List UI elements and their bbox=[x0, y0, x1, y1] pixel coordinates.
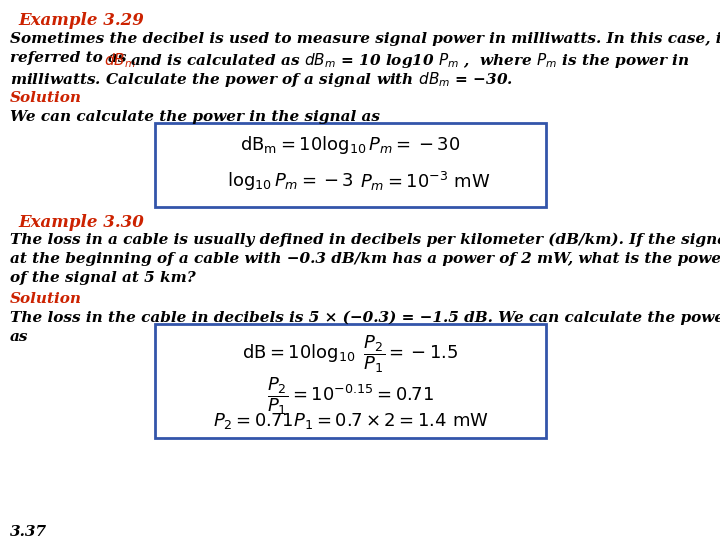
Text: Example 3.29: Example 3.29 bbox=[18, 12, 144, 29]
Text: and is calculated as $dB_m$ = 10 log10 $P_m$ ,  where $P_m$ is the power in: and is calculated as $dB_m$ = 10 log10 $… bbox=[130, 51, 690, 70]
Text: Solution: Solution bbox=[10, 91, 82, 105]
Text: We can calculate the power in the signal as: We can calculate the power in the signal… bbox=[10, 110, 380, 124]
Text: $\log_{10} P_m = -3$: $\log_{10} P_m = -3$ bbox=[227, 170, 354, 192]
Text: $\mathrm{dB} = 10\log_{10}\ \dfrac{P_2}{P_1} = -1.5$: $\mathrm{dB} = 10\log_{10}\ \dfrac{P_2}{… bbox=[242, 333, 459, 375]
FancyBboxPatch shape bbox=[155, 324, 546, 438]
Text: The loss in the cable in decibels is 5 × (−0.3) = −1.5 dB. We can calculate the : The loss in the cable in decibels is 5 ×… bbox=[10, 311, 720, 326]
Text: of the signal at 5 km?: of the signal at 5 km? bbox=[10, 271, 196, 285]
Text: $P_2 = 0.71P_1 = 0.7 \times 2 = 1.4\ \mathrm{mW}$: $P_2 = 0.71P_1 = 0.7 \times 2 = 1.4\ \ma… bbox=[212, 411, 488, 431]
Text: The loss in a cable is usually defined in decibels per kilometer (dB/km). If the: The loss in a cable is usually defined i… bbox=[10, 233, 720, 247]
Text: $\dfrac{P_2}{P_1} = 10^{-0.15} = 0.71$: $\dfrac{P_2}{P_1} = 10^{-0.15} = 0.71$ bbox=[267, 375, 434, 417]
Text: at the beginning of a cable with −0.3 dB/km has a power of 2 mW, what is the pow: at the beginning of a cable with −0.3 dB… bbox=[10, 252, 720, 266]
Text: $dB_m$: $dB_m$ bbox=[104, 51, 136, 70]
Text: as: as bbox=[10, 330, 29, 344]
Text: $\mathrm{dB_m} = 10\log_{10} P_m = -30$: $\mathrm{dB_m} = 10\log_{10} P_m = -30$ bbox=[240, 134, 461, 156]
Text: Example 3.30: Example 3.30 bbox=[18, 214, 144, 231]
Text: 3.37: 3.37 bbox=[10, 525, 47, 539]
Text: referred to as: referred to as bbox=[10, 51, 132, 65]
Text: Sometimes the decibel is used to measure signal power in milliwatts. In this cas: Sometimes the decibel is used to measure… bbox=[10, 32, 720, 46]
FancyBboxPatch shape bbox=[155, 123, 546, 207]
Text: $P_m = 10^{-3}\ \mathrm{mW}$: $P_m = 10^{-3}\ \mathrm{mW}$ bbox=[360, 170, 491, 193]
Text: milliwatts. Calculate the power of a signal with $dB_m$ = −30.: milliwatts. Calculate the power of a sig… bbox=[10, 70, 513, 89]
Text: Solution: Solution bbox=[10, 292, 82, 306]
